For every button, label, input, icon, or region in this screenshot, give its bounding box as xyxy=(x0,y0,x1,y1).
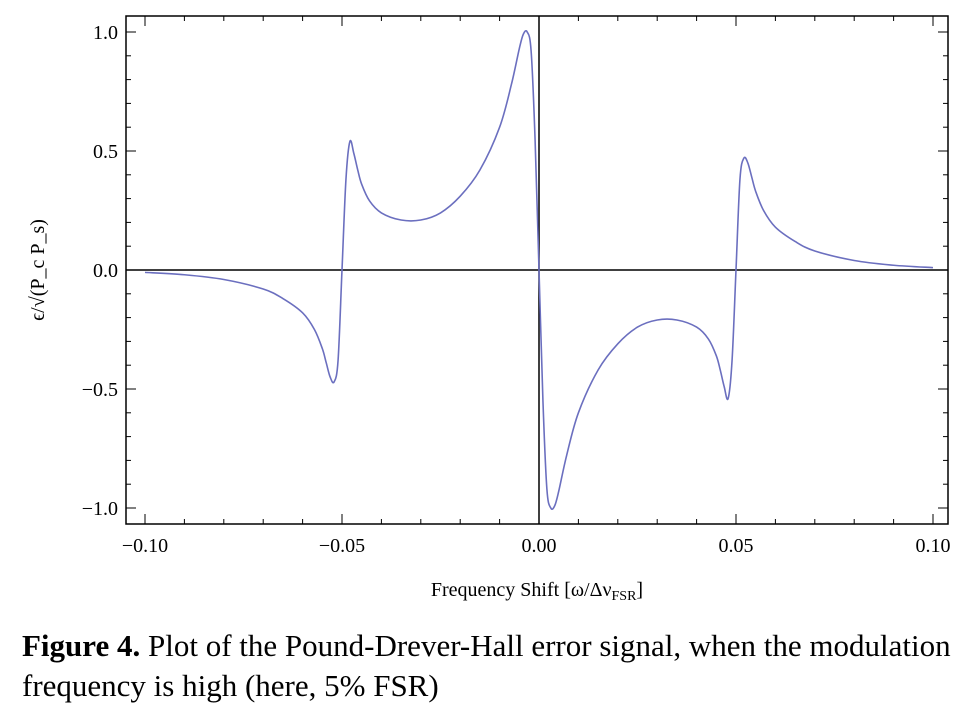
series-group xyxy=(144,29,934,511)
figure-caption-text: Plot of the Pound-Drever-Hall error sign… xyxy=(22,628,951,703)
y-tick-label: 0.5 xyxy=(93,141,118,163)
figure-caption: Figure 4. Plot of the Pound-Drever-Hall … xyxy=(22,626,962,706)
series-line-0 xyxy=(144,29,934,511)
y-tick-label: −0.5 xyxy=(82,379,118,401)
x-tick-labels: −0.10 −0.05 0.00 0.05 0.10 xyxy=(122,535,951,557)
x-tick-label: −0.10 xyxy=(122,535,168,557)
x-tick-label: 0.00 xyxy=(522,535,557,557)
y-tick-label: 1.0 xyxy=(93,22,118,44)
chart-svg: −0.10 −0.05 0.00 0.05 0.10 −1.0 −0.5 0.0 0.5 1.0… xyxy=(27,15,951,604)
y-tick-labels: −1.0 −0.5 0.0 0.5 1.0 xyxy=(82,22,118,520)
figure-caption-label: Figure 4. xyxy=(22,628,141,663)
zero-axes xyxy=(126,16,948,524)
y-axis-label: ϵ/√(P_c P_s) xyxy=(27,219,49,321)
x-tick-label: 0.05 xyxy=(719,535,754,557)
y-tick-label: 0.0 xyxy=(93,260,118,282)
x-axis-label: Frequency Shift [ω/ΔνFSR] xyxy=(431,579,643,604)
y-tick-label: −1.0 xyxy=(82,498,118,520)
tick-marks xyxy=(126,16,948,524)
x-tick-label: 0.10 xyxy=(916,535,951,557)
x-tick-label: −0.05 xyxy=(319,535,365,557)
